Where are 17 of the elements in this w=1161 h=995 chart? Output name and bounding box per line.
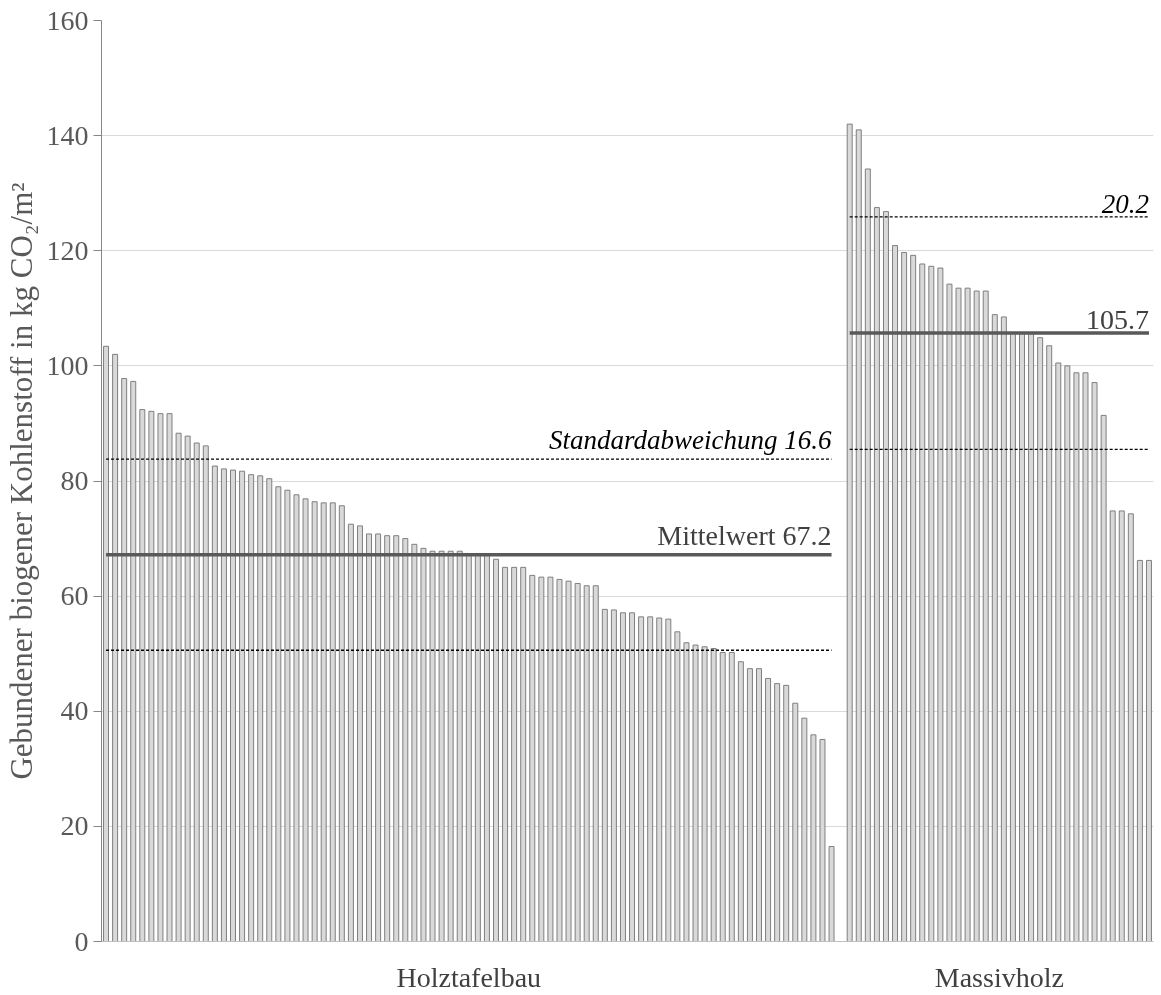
series-label: Mittelwert 67.2 [657,519,832,551]
series-label: Holztafelbau [396,961,542,993]
series-label: Massivholz [934,961,1064,993]
y-axis-title: Gebundener biogener Kohlenstoff in kg CO₂/m² [3,182,39,780]
y-tick-label: 20 [60,810,89,842]
y-tick-label: 40 [60,695,89,727]
series-label: Standardabweichung 16.6 [549,425,833,456]
y-tick-label: 0 [74,925,89,957]
y-tick-label: 80 [60,465,89,496]
series-label: 20.2 [1101,188,1149,219]
y-tick-label: 100 [46,349,89,381]
series-label: 105.7 [1085,304,1149,336]
y-tick-label: 160 [46,4,89,36]
y-tick-label: 60 [60,580,89,612]
y-tick-label: 140 [46,119,89,151]
bar [828,846,835,942]
y-tick-label: 120 [46,234,89,266]
